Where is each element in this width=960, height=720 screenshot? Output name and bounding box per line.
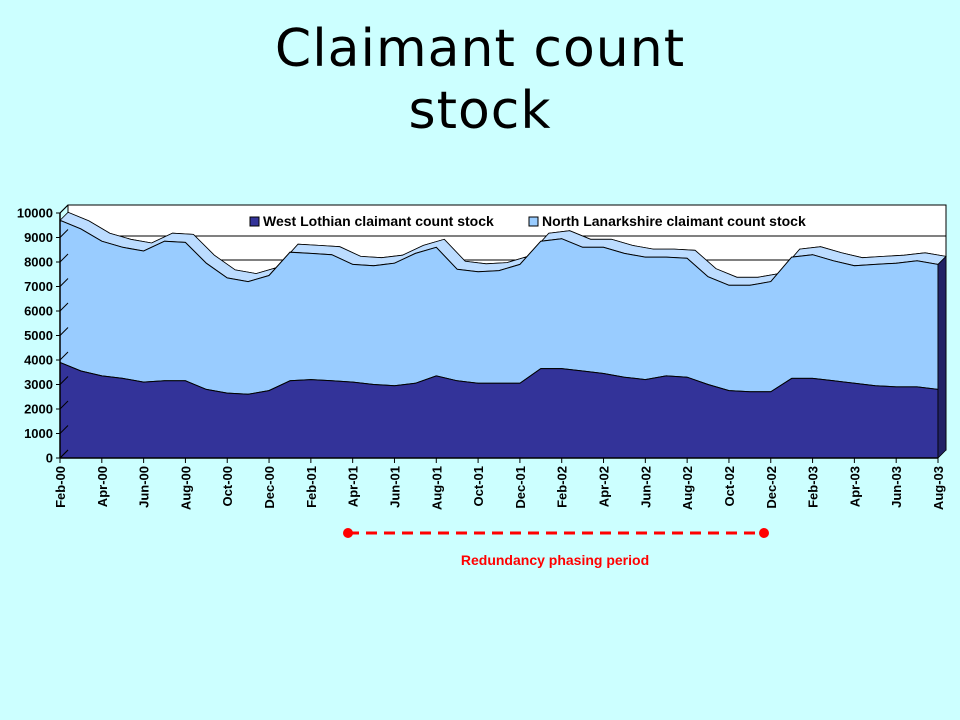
y-tick-label: 6000 (24, 304, 53, 319)
y-gridline-depth (59, 449, 69, 459)
x-tick-label: Apr-01 (346, 466, 361, 507)
y-gridline-depth (59, 376, 69, 385)
title-line-1: Claimant count (274, 19, 686, 79)
y-tick-label: 3000 (24, 377, 53, 392)
y-tick-label: 1000 (24, 426, 53, 441)
x-tick-label: Jun-02 (638, 466, 653, 508)
x-tick-label: Apr-00 (95, 466, 110, 507)
y-tick-label: 4000 (24, 353, 53, 368)
chart-legend: West Lothian claimant count stock North L… (249, 213, 806, 229)
x-tick-label: Aug-00 (178, 466, 193, 510)
legend-swatch-west-lothian (249, 216, 260, 227)
y-gridline-depth (59, 351, 69, 361)
x-tick-label: Jun-00 (137, 466, 152, 508)
y-tick-label: 10000 (17, 206, 53, 221)
chart-axes: 0 1000 2000 3000 4000 5000 6000 7000 8000 9000 100… (17, 204, 946, 510)
legend-label-west-lothian: West Lothian claimant count stock (263, 213, 494, 229)
legend-swatch-north-lanarkshire (528, 216, 539, 227)
y-gridline-depth (59, 327, 69, 336)
area-chart: 0 1000 2000 3000 4000 5000 6000 7000 8000 9000 100… (17, 204, 947, 568)
y-gridline-depth (59, 229, 69, 238)
title-line-2: stock (408, 81, 552, 141)
redundancy-end-marker (759, 528, 769, 538)
x-tick-label: Feb-02 (555, 466, 570, 508)
y-gridline-depth (59, 425, 69, 434)
x-tick-label: Feb-03 (806, 466, 821, 508)
x-tick-label: Oct-01 (471, 466, 486, 506)
x-tick-label: Apr-02 (597, 466, 612, 507)
chart-areas (59, 211, 947, 459)
y-gridline-depth (59, 204, 69, 214)
y-tick-label: 8000 (24, 255, 53, 270)
redundancy-annotation: Redundancy phasing period (343, 528, 769, 568)
x-tick-label: Feb-01 (304, 466, 319, 508)
x-tick-label: Aug-01 (429, 466, 444, 510)
x-tick-label: Apr-03 (847, 466, 862, 507)
x-tick-label: Aug-03 (931, 466, 946, 510)
y-tick-label: 5000 (24, 328, 53, 343)
y-tick-label: 2000 (24, 402, 53, 417)
x-tick-label: Oct-02 (722, 466, 737, 506)
y-tick-label: 7000 (24, 279, 53, 294)
y-gridline-depth (59, 302, 69, 312)
x-tick-label: Dec-02 (764, 466, 779, 509)
area-side-face (937, 255, 947, 459)
x-tick-label: Oct-00 (220, 466, 235, 506)
redundancy-start-marker (343, 528, 353, 538)
legend-label-north-lanarkshire: North Lanarkshire claimant count stock (542, 213, 806, 229)
y-tick-label: 9000 (24, 230, 53, 245)
page-title: Claimant count stock (0, 18, 960, 142)
x-tick-label: Aug-02 (680, 466, 695, 510)
x-tick-label: Jun-03 (889, 466, 904, 508)
x-tick-label: Feb-00 (53, 466, 68, 508)
x-tick-label: Jun-01 (387, 466, 402, 508)
x-tick-label: Dec-00 (262, 466, 277, 509)
y-tick-label: 0 (46, 451, 53, 466)
y-gridline-depth (59, 278, 69, 287)
x-tick-label: Dec-01 (513, 466, 528, 509)
redundancy-label: Redundancy phasing period (461, 552, 649, 568)
y-gridline-depth (59, 400, 69, 410)
y-gridline-depth (59, 253, 69, 263)
